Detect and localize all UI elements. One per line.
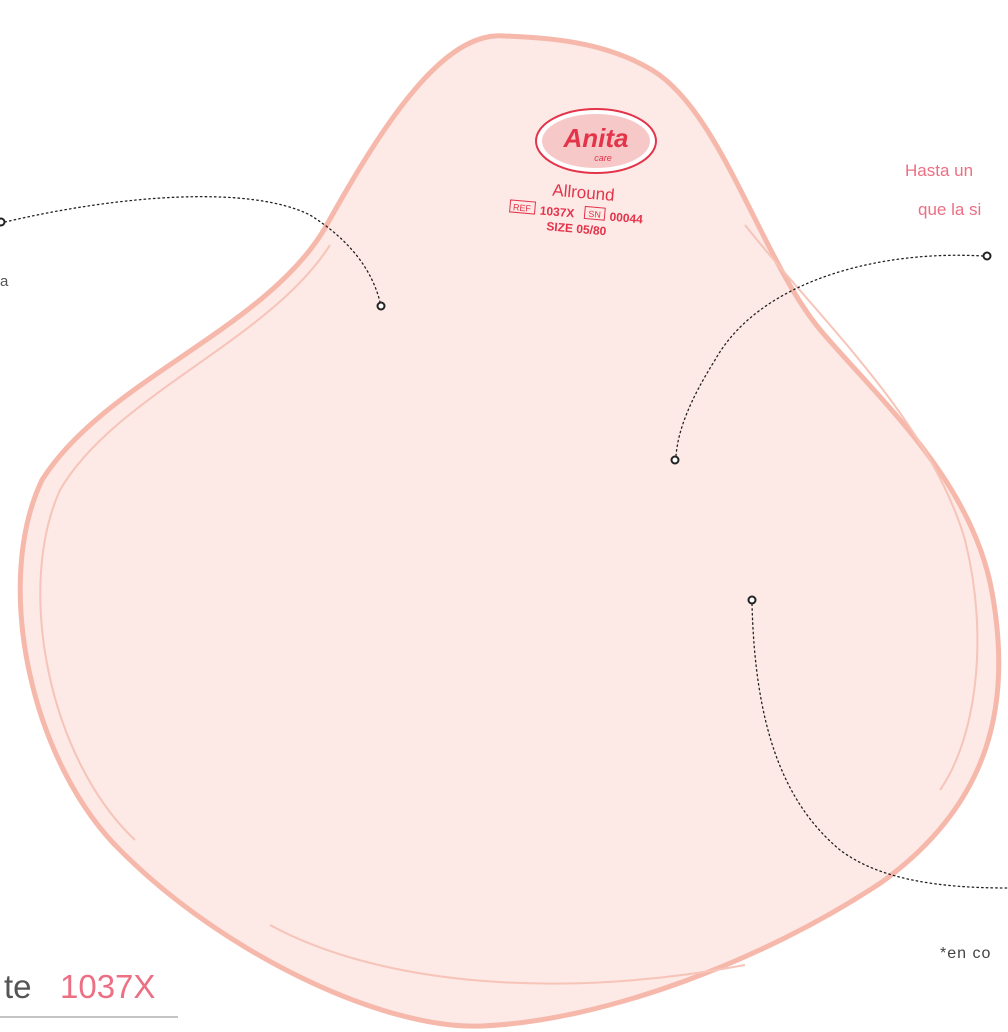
callout-text: Hasta un — [905, 161, 973, 180]
callout-pin — [0, 219, 5, 226]
title-model: 1037X — [60, 968, 155, 1005]
callout-pin — [672, 457, 679, 464]
callout-pin — [378, 303, 385, 310]
ref-tag: REF — [513, 202, 532, 214]
page: {"logo": {"brand": "Anita", "sub": "care… — [0, 0, 1008, 1032]
sn-tag: SN — [588, 209, 601, 220]
title-text: te — [4, 968, 32, 1005]
prosthesis-shape — [20, 36, 999, 1026]
product-illustration: Anita care Allround REF 1037X SN 00044 S… — [0, 0, 1008, 1032]
footnote: *en co — [940, 945, 991, 962]
logo-sub: care — [594, 153, 612, 163]
callout-pin — [749, 597, 756, 604]
callout-text: a — [0, 273, 9, 290]
callout-pin — [984, 253, 991, 260]
callout-text: que la si — [918, 200, 981, 219]
logo-brand: Anita — [563, 123, 629, 153]
sn-value: 00044 — [609, 210, 644, 227]
